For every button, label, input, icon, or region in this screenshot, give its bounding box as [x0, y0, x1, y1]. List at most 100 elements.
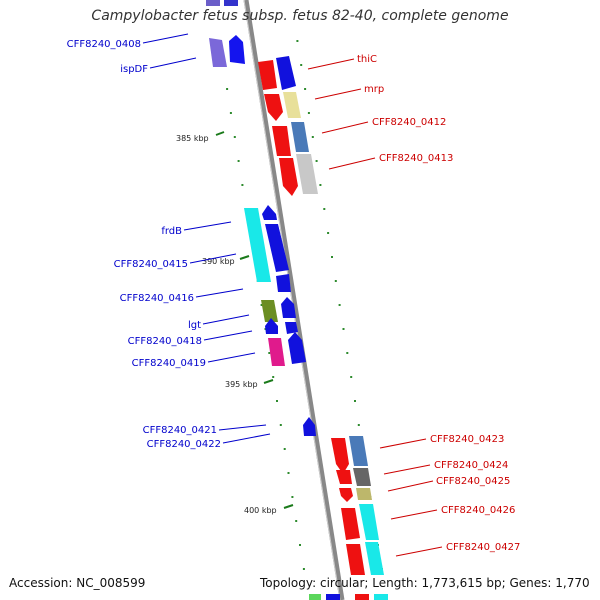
guide-dot	[279, 424, 282, 426]
gene-arrow[interactable]	[244, 208, 271, 282]
gene-label[interactable]: CFF8240_0415	[114, 253, 237, 270]
gene-label[interactable]: CFF8240_0413	[328, 153, 453, 170]
gene-arrow[interactable]	[336, 470, 352, 484]
guide-dot	[334, 280, 337, 282]
genome-backbone	[243, 0, 345, 600]
gene-arrow[interactable]	[229, 35, 245, 64]
genome-summary: Topology: circular; Length: 1,773,615 bp…	[260, 576, 590, 590]
gene-label[interactable]: CFF8240_0408	[67, 33, 189, 50]
gene-block[interactable]	[224, 0, 238, 6]
gene-block[interactable]	[355, 594, 369, 600]
gene-arrow[interactable]	[283, 92, 301, 118]
gene-arrow[interactable]	[339, 488, 353, 502]
gene-label[interactable]: CFF8240_0423	[379, 434, 504, 449]
gene-block[interactable]	[374, 594, 388, 600]
kbp-label: 400 kbp	[244, 506, 277, 515]
gene-label[interactable]: CFF8240_0427	[395, 542, 520, 557]
gene-label-text: CFF8240_0423	[430, 434, 504, 445]
gene-arrow[interactable]	[279, 158, 298, 196]
guide-dot	[291, 496, 294, 498]
gene-arrow[interactable]	[276, 56, 296, 90]
guide-dot	[354, 400, 356, 402]
gene-arrow[interactable]	[258, 60, 277, 90]
gene-label[interactable]: frdB	[161, 221, 232, 237]
gene-label[interactable]: CFF8240_0425	[387, 476, 510, 492]
gene-label[interactable]: CFF8240_0419	[132, 352, 256, 369]
kbp-tick: 400 kbp	[244, 504, 294, 515]
gene-label[interactable]: CFF8240_0424	[383, 460, 508, 475]
gene-arrow[interactable]	[285, 322, 298, 334]
kbp-label: 385 kbp	[176, 134, 209, 143]
gene-label-text: thiC	[357, 54, 377, 65]
guide-dot	[300, 64, 303, 66]
guide-dot	[268, 352, 271, 354]
guide-dot	[327, 232, 330, 234]
gene-arrow[interactable]	[291, 122, 309, 152]
guide-dot	[315, 160, 318, 162]
gene-arrow[interactable]	[296, 154, 318, 194]
gene-arrow[interactable]	[303, 417, 316, 436]
gene-label[interactable]: thiC	[307, 54, 377, 70]
gene-arrow[interactable]	[264, 94, 283, 121]
gene-label[interactable]: CFF8240_0412	[321, 117, 446, 134]
gene-label[interactable]: mrp	[314, 84, 384, 100]
gene-label-text: CFF8240_0421	[143, 425, 217, 436]
kbp-label: 395 kbp	[225, 380, 258, 389]
guide-dot	[357, 424, 360, 426]
guide-dot	[323, 208, 326, 210]
gene-arrow[interactable]	[265, 224, 289, 272]
guide-dot	[302, 568, 305, 570]
gene-arrow[interactable]	[281, 297, 296, 318]
gene-arrow[interactable]	[288, 332, 306, 364]
gene-block[interactable]	[326, 594, 340, 600]
guide-dot	[260, 304, 263, 306]
gene-arrow[interactable]	[209, 38, 227, 67]
gene-label-text: CFF8240_0408	[67, 39, 141, 50]
guide-dot	[241, 184, 244, 186]
gene-label-text: CFF8240_0412	[372, 117, 446, 128]
gene-arrow[interactable]	[365, 542, 384, 575]
gene-arrow[interactable]	[262, 205, 277, 220]
gene-arrow[interactable]	[276, 274, 291, 292]
gene-arrow[interactable]	[359, 504, 379, 540]
gene-arrow[interactable]	[268, 338, 285, 366]
gene-arrow[interactable]	[261, 300, 278, 322]
gene-label-text: frdB	[161, 226, 182, 237]
gene-arrow[interactable]	[331, 438, 349, 474]
gene-arrow[interactable]	[346, 544, 365, 575]
gene-block[interactable]	[309, 594, 321, 600]
guide-dot	[295, 520, 298, 522]
gene-label[interactable]: ispDF	[120, 57, 197, 75]
gene-arrow[interactable]	[341, 508, 360, 540]
gene-label[interactable]: CFF8240_0416	[120, 288, 244, 304]
gene-label[interactable]: CFF8240_0426	[390, 505, 515, 520]
gene-label-text: CFF8240_0424	[434, 460, 508, 471]
gene-label-text: CFF8240_0418	[128, 336, 202, 347]
gene-label[interactable]: CFF8240_0422	[147, 433, 271, 450]
guide-dot	[307, 112, 310, 114]
gene-label[interactable]: CFF8240_0421	[143, 424, 267, 436]
guide-dot	[276, 400, 278, 402]
gene-label[interactable]: lgt	[188, 314, 250, 331]
gene-label-text: CFF8240_0419	[132, 358, 206, 369]
accession-label: Accession: NC_008599	[9, 576, 146, 590]
guide-dot	[311, 136, 314, 138]
gene-arrow[interactable]	[265, 318, 278, 334]
guide-dot	[342, 328, 345, 330]
guide-dot	[338, 304, 341, 306]
gene-arrow[interactable]	[349, 436, 368, 466]
gene-label[interactable]: CFF8240_0418	[128, 330, 253, 347]
guide-dot	[350, 376, 353, 378]
gene-label-text: CFF8240_0427	[446, 542, 520, 553]
gene-arrow[interactable]	[353, 468, 371, 486]
gene-block[interactable]	[206, 0, 220, 6]
gene-label-text: lgt	[188, 320, 201, 331]
guide-dot	[237, 160, 240, 162]
guide-dot	[226, 88, 229, 90]
gene-arrow[interactable]	[356, 488, 372, 500]
guide-dot	[272, 376, 275, 378]
gene-arrow[interactable]	[272, 126, 291, 156]
kbp-tick: 390 kbp	[202, 255, 250, 266]
